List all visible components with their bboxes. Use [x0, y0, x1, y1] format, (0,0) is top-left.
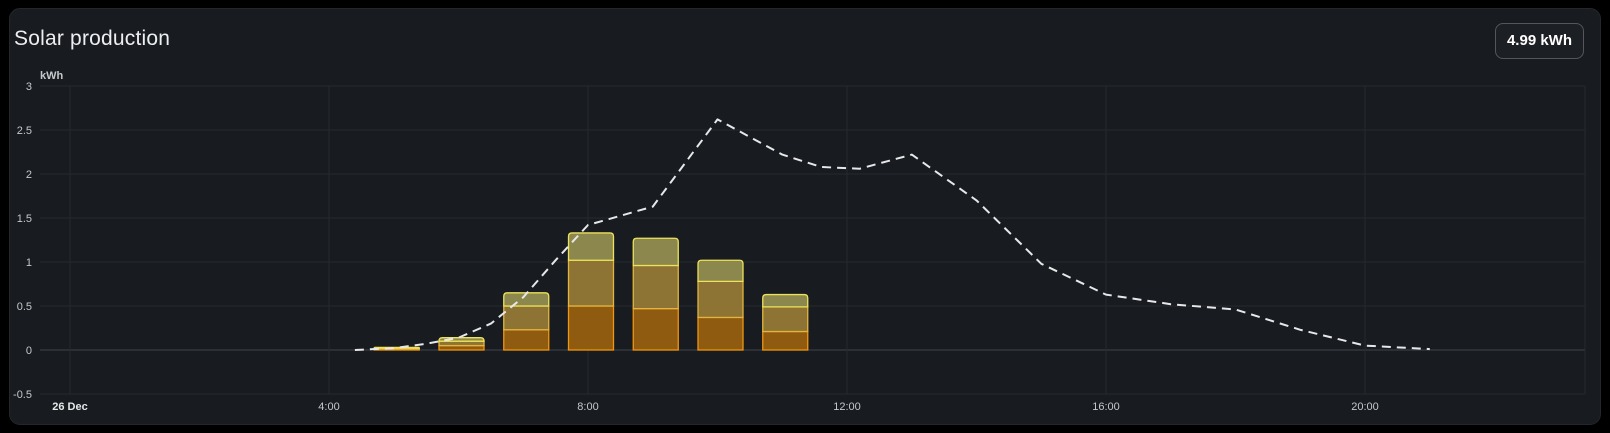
panel-header: Solar production 4.99 kWh	[10, 9, 1600, 71]
solar-production-panel: Solar production 4.99 kWh	[9, 8, 1601, 425]
panel-title[interactable]: Solar production	[14, 27, 171, 50]
total-kwh-badge[interactable]: 4.99 kWh	[1494, 23, 1584, 59]
